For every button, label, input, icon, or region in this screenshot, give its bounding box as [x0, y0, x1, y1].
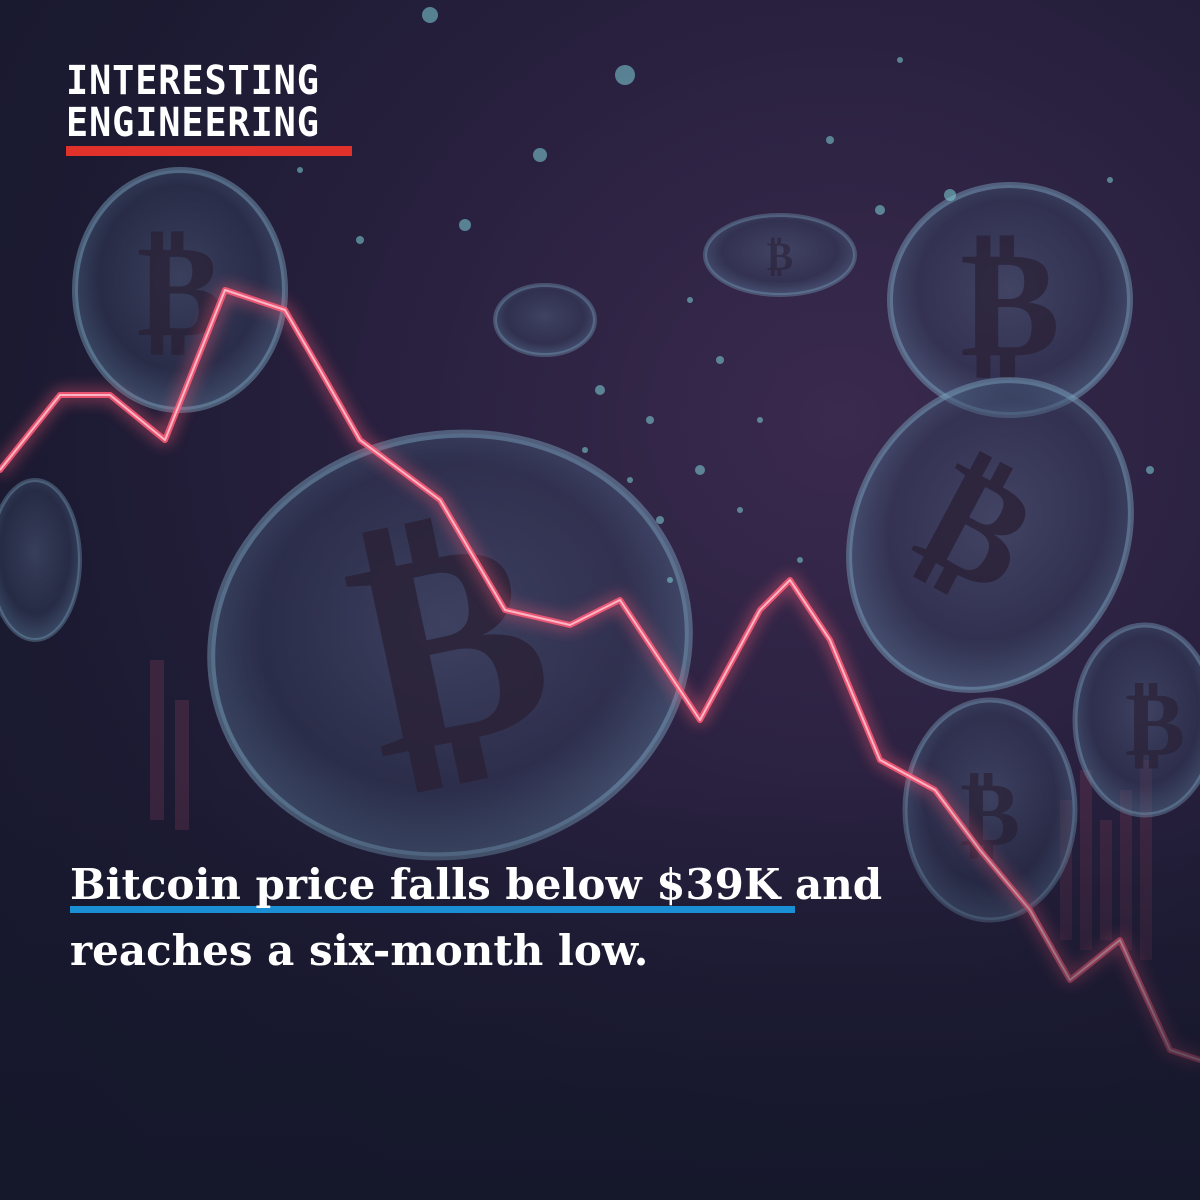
headline-highlight: Bitcoin price falls below $39K	[70, 860, 796, 913]
brand-logo: INTERESTING ENGINEERING	[66, 58, 352, 156]
headline: Bitcoin price falls below $39K and reach…	[70, 852, 1130, 984]
bitcoin-coin-icon	[493, 283, 597, 357]
bitcoin-coin-icon: ₿	[72, 167, 288, 413]
svg-text:₿: ₿	[960, 217, 1060, 391]
bitcoin-coin-icon	[0, 478, 82, 642]
logo-line-2: ENGINEERING	[66, 100, 320, 146]
bitcoin-coin-icon: ₿	[703, 213, 857, 297]
bitcoin-coin-icon: ₿	[887, 182, 1133, 418]
headline-line2: reaches a six-month low.	[70, 926, 649, 975]
particle-dots	[297, 7, 1154, 583]
svg-text:₿: ₿	[1125, 672, 1185, 777]
logo-accent-bar	[66, 146, 352, 156]
headline-underline	[70, 906, 796, 913]
headline-rest-line1: and	[795, 860, 883, 909]
logo-line-1: INTERESTING	[66, 58, 320, 104]
bitcoin-coin-icon: ₿	[846, 377, 1134, 693]
svg-text:₿: ₿	[767, 234, 794, 280]
svg-text:₿: ₿	[137, 214, 224, 366]
